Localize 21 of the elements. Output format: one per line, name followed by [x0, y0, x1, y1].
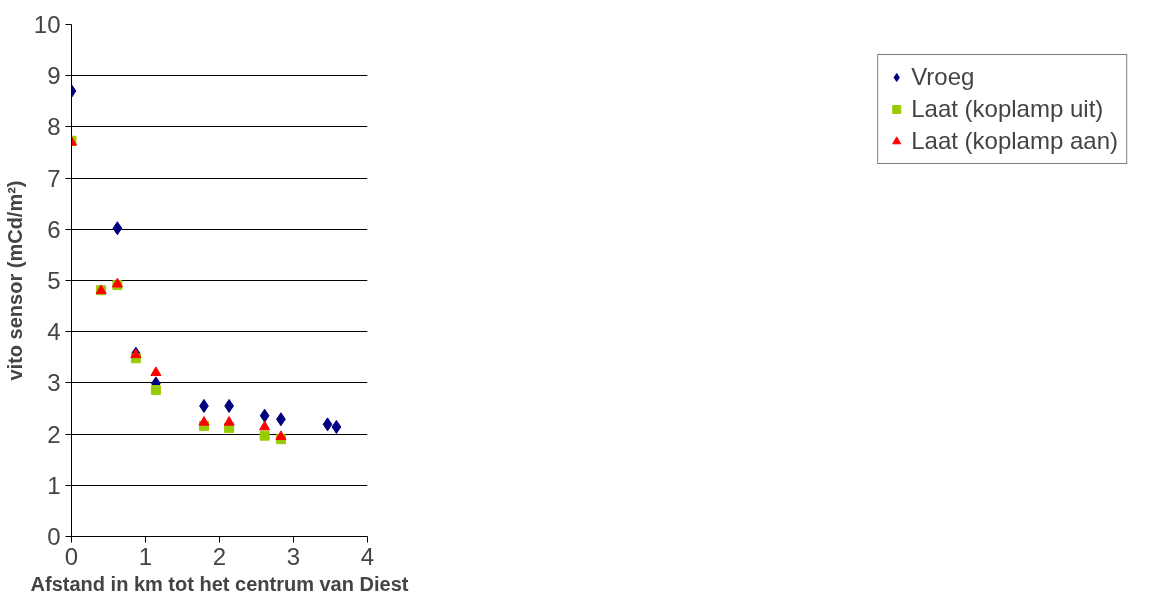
y-tick-label: 3 [47, 369, 61, 397]
legend-label: Laat (koplamp uit) [911, 95, 1104, 123]
y-tick-label: 9 [47, 62, 61, 90]
legend-label: Vroeg [911, 63, 975, 91]
y-tick-label: 10 [33, 11, 61, 38]
x-tick-label: 4 [360, 542, 375, 570]
y-tick-label: 0 [47, 523, 61, 550]
x-tick-label: 1 [138, 542, 153, 570]
y-tick-label: 8 [47, 113, 61, 141]
y-axis-title: vito sensor (mCd/m²) [3, 180, 26, 381]
y-tick-label: 2 [47, 420, 61, 448]
y-tick-label: 4 [47, 318, 61, 346]
y-tick-label: 7 [47, 164, 61, 192]
x-tick-label: 3 [286, 542, 301, 570]
x-axis-title: Afstand in km tot het centrum van Diest [30, 572, 409, 595]
legend-label: Laat (koplamp aan) [911, 127, 1118, 155]
x-tick-label: 0 [64, 542, 79, 570]
x-tick-label: 2 [212, 542, 227, 570]
y-tick-label: 6 [47, 215, 61, 243]
y-tick-label: 1 [47, 471, 61, 499]
y-tick-label: 5 [47, 267, 61, 294]
